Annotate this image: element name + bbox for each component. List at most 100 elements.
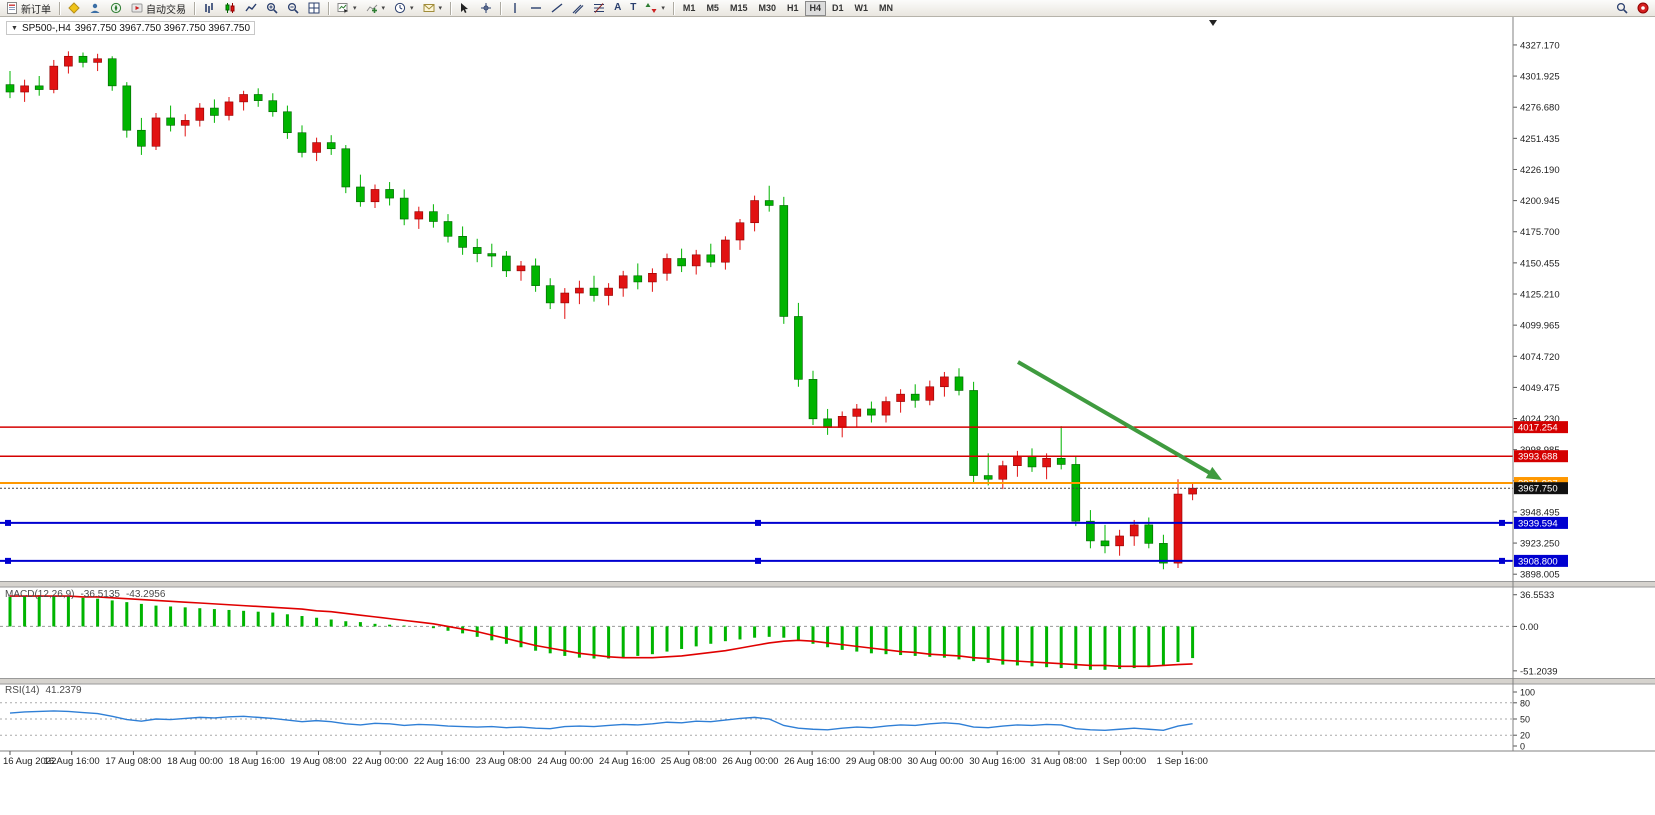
pane-separator[interactable] [0,581,1655,587]
mail-button[interactable]: ▾ [419,1,447,16]
line-handle[interactable] [5,519,11,526]
crosshair-button[interactable] [476,1,496,16]
tile-windows-button[interactable] [304,1,324,16]
rsi-scale-label: 100 [1520,688,1535,698]
rsi-value: 41.2379 [45,685,82,696]
line-handle[interactable] [1499,557,1505,564]
chart-ohlc: 3967.750 3967.750 3967.750 3967.750 [74,22,251,34]
svg-text:4276.680: 4276.680 [1520,103,1560,114]
new-chart-button[interactable]: ▾ [333,1,361,16]
candles [5,51,1197,570]
text-tool-button[interactable]: A [610,1,625,16]
time-axis-label: 23 Aug 08:00 [476,756,532,767]
bar-chart-icon [203,2,215,14]
time-axis-label: 24 Aug 16:00 [599,756,655,767]
vertical-line-button[interactable] [505,1,525,16]
chart-title[interactable]: ▼ SP500-,H4 3967.750 3967.750 3967.750 3… [6,21,256,35]
new-chart-icon [337,2,349,14]
toolbar-separator [194,1,195,15]
indicators-button[interactable]: ▾ [362,1,390,16]
line-handle[interactable] [755,519,761,526]
fibonacci-button[interactable] [589,1,609,16]
zoom-out-button[interactable] [283,1,303,16]
chevron-down-icon: ▼ [11,24,18,32]
line-handle[interactable] [1499,519,1505,526]
text-tool-icon: A [614,2,622,13]
arrows-tool-icon [645,2,657,14]
chart-bars-button[interactable] [199,1,219,16]
time-axis-label: 16 Aug 16:00 [44,756,100,767]
auto-trading-button[interactable]: 自动交易 [127,1,190,16]
timeframe-mn-button[interactable]: MN [874,1,898,16]
price-tag [1514,450,1568,463]
macd-scale-label: -51.2039 [1520,666,1558,677]
new-order-button[interactable]: 新订单 [2,1,55,16]
notification-button[interactable] [1633,1,1653,16]
data-window-button[interactable] [85,1,105,16]
time-axis-label: 18 Aug 00:00 [167,756,223,767]
channel-button[interactable] [568,1,588,16]
periods-button[interactable]: ▾ [390,1,418,16]
line-chart-icon [245,2,257,14]
line-handle[interactable] [5,557,11,564]
macd-scale-label: 36.5533 [1520,590,1554,601]
svg-text:4226.190: 4226.190 [1520,165,1560,176]
zoom-in-button[interactable] [262,1,282,16]
horizontal-line-button[interactable] [526,1,546,16]
navigator-button[interactable] [106,1,126,16]
rsi-indicator-label: RSI(14) 41.2379 [5,685,82,696]
macd-label-text: MACD(12,26,9) [5,589,75,600]
timeframe-d1-button[interactable]: D1 [827,1,849,16]
zoom-in-icon [266,2,278,14]
rsi-scale-label: 20 [1520,731,1530,741]
search-button[interactable] [1612,1,1632,16]
price-tag-label: 3939.594 [1518,518,1558,529]
svg-text:4200.945: 4200.945 [1520,196,1560,207]
line-handle[interactable] [755,557,761,564]
timeframe-m1-button[interactable]: M1 [678,1,701,16]
timeframe-m30-button[interactable]: M30 [753,1,781,16]
time-axis-label: 24 Aug 00:00 [537,756,593,767]
chart-shift-marker[interactable] [1209,20,1217,26]
rsi-scale-label: 50 [1520,715,1530,725]
timeframe-h4-button[interactable]: H4 [804,0,827,16]
rsi-scale-label: 80 [1520,698,1530,708]
label-tool-button[interactable]: T [626,1,640,16]
cursor-icon [459,2,471,14]
trendline-button[interactable] [547,1,567,16]
trend-arrow[interactable] [1016,360,1217,478]
toolbar-separator [328,1,329,15]
toolbar-separator [500,1,502,15]
trendline-icon [551,2,563,14]
svg-text:3898.005: 3898.005 [1520,570,1560,581]
pane-separator[interactable] [0,678,1655,684]
time-axis-label: 22 Aug 00:00 [352,756,408,767]
envelope-icon [423,2,435,14]
chart-candlesticks-button[interactable] [220,1,240,16]
search-icon [1616,2,1628,14]
chevron-down-icon: ▾ [381,5,386,12]
market-watch-button[interactable] [64,1,84,16]
crosshair-icon [480,2,492,14]
timeframe-m5-button[interactable]: M5 [701,1,724,16]
timeframe-m15-button[interactable]: M15 [725,1,753,16]
toolbar-separator [450,1,452,15]
chevron-down-icon: ▾ [661,5,665,12]
time-axis-label: 17 Aug 08:00 [105,756,161,767]
toolbar-separator [59,1,60,15]
chevron-down-icon: ▾ [353,5,357,12]
time-axis-label: 1 Sep 00:00 [1095,756,1146,767]
price-axis[interactable]: 4327.170 4301.925 4276.680 4251.435 4226.190… [1513,40,1560,581]
cursor-button[interactable] [455,1,475,16]
chart-line-button[interactable] [241,1,261,16]
clock-icon [394,2,406,14]
horizontal-line-icon [530,2,542,14]
new-order-label: 新订单 [21,4,51,16]
arrows-tool-button[interactable]: ▾ [641,1,669,16]
timeframe-h1-button[interactable]: H1 [782,1,804,16]
price-tag-label: 4017.254 [1518,423,1558,434]
time-axis-label: 18 Aug 16:00 [229,756,285,767]
timeframe-w1-button[interactable]: W1 [850,1,874,16]
zoom-out-icon [287,2,299,14]
